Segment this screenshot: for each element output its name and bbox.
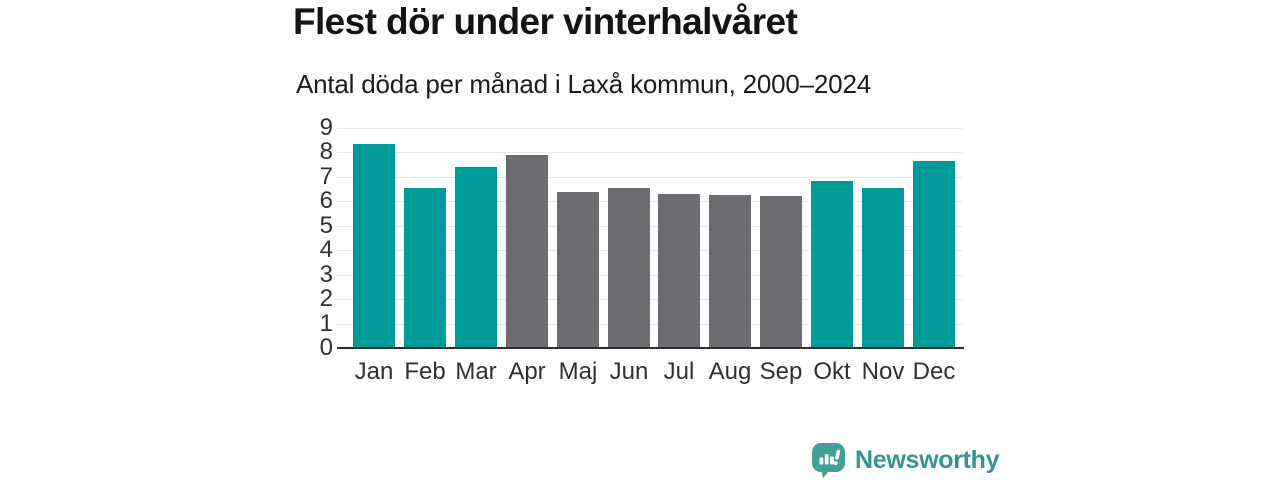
y-tick-label: 8: [319, 138, 333, 165]
bar-okt: [811, 180, 853, 348]
y-tick-label: 0: [319, 334, 333, 361]
x-tick-label: Aug: [708, 358, 752, 385]
bar-nov: [862, 187, 904, 348]
x-tick-label: Nov: [861, 358, 905, 385]
bar-sep: [760, 196, 802, 348]
bar-mar: [455, 167, 497, 348]
x-tick-label: Feb: [404, 358, 446, 385]
bar-jun: [608, 187, 650, 348]
chart-subtitle: Antal döda per månad i Laxå kommun, 2000…: [296, 69, 871, 99]
y-tick-label: 7: [319, 163, 333, 190]
x-tick-label: Jan: [354, 358, 394, 385]
x-tick-label: Sep: [759, 358, 803, 385]
newsworthy-logo-icon: [811, 442, 846, 478]
bar-aug: [709, 195, 751, 348]
plot-area: [337, 128, 962, 348]
y-tick-label: 2: [319, 285, 333, 312]
y-tick-label: 3: [319, 261, 333, 288]
bar-dec: [913, 161, 955, 348]
y-tick-label: 6: [319, 187, 333, 214]
x-axis-labels: Jan Feb Mar Apr Maj Jun Jul Aug Sep Okt Nov Dec: [337, 357, 962, 389]
bar-apr: [506, 154, 548, 348]
y-tick-label: 4: [319, 236, 333, 263]
y-tick-label: 1: [319, 310, 333, 337]
x-tick-label: Okt: [813, 358, 851, 385]
x-tick-label: Apr: [508, 358, 546, 385]
gridline: [337, 128, 962, 129]
gridline: [337, 152, 962, 153]
newsworthy-logo[interactable]: Newsworthy: [811, 442, 1000, 478]
x-axis-line: [337, 347, 964, 349]
bar-maj: [557, 191, 599, 348]
chart-title: Flest dör under vinterhalvåret: [293, 1, 798, 42]
bar-feb: [404, 187, 446, 348]
y-tick-label: 5: [319, 212, 333, 239]
x-tick-label: Maj: [558, 358, 598, 385]
x-tick-label: Dec: [912, 358, 956, 385]
y-tick-label: 9: [319, 114, 333, 141]
newsworthy-logo-text: Newsworthy: [855, 445, 1000, 474]
gridline: [337, 177, 962, 178]
x-tick-label: Jun: [609, 358, 649, 385]
bar-jan: [353, 143, 395, 348]
x-tick-label: Jul: [663, 358, 695, 385]
x-tick-label: Mar: [455, 358, 497, 385]
bar-jul: [658, 194, 700, 348]
